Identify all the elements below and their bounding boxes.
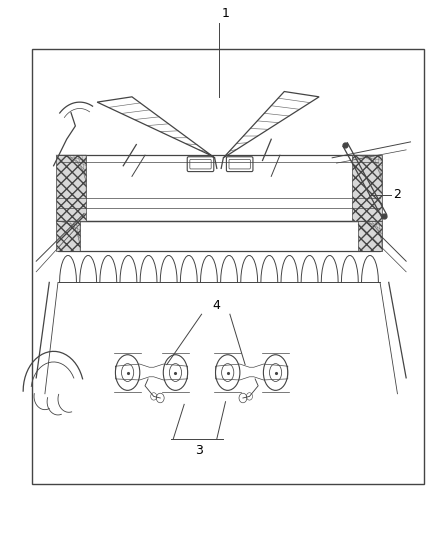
Polygon shape <box>56 155 86 221</box>
Text: 3: 3 <box>194 444 202 457</box>
Text: 1: 1 <box>221 7 229 20</box>
Bar <box>32 49 424 484</box>
Text: 2: 2 <box>393 189 401 201</box>
Polygon shape <box>56 221 80 251</box>
Polygon shape <box>352 155 382 221</box>
Polygon shape <box>358 221 382 251</box>
Text: 4: 4 <box>212 298 220 312</box>
